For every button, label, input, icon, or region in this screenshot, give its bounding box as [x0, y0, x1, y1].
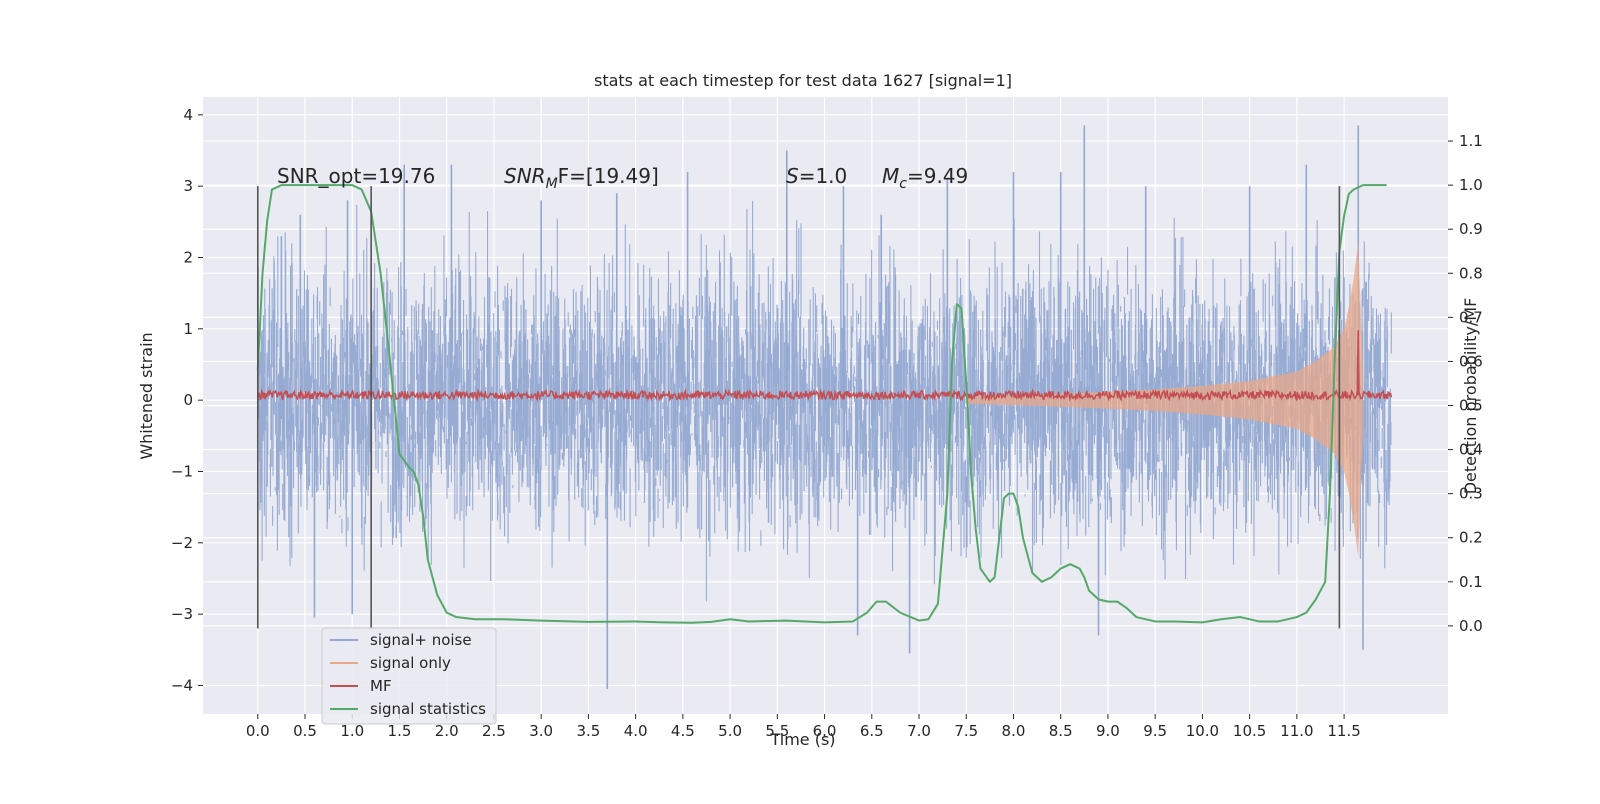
annotation-s: S=1.0: [786, 164, 847, 188]
annotation-mc-sub: c: [899, 176, 907, 192]
annotation-snr-mf-prefix: SNR: [504, 164, 546, 188]
series-signal-statistics: [256, 184, 1387, 624]
x-tick-label: 2.5: [482, 722, 506, 740]
annotations: SNR_opt=19.76 SNRMF=[19.49] S=1.0 Mc=9.4…: [277, 164, 968, 192]
x-tick-label: 3.5: [576, 722, 600, 740]
x-tick-label: 8.5: [1049, 722, 1073, 740]
y-right-tick-label: 0.0: [1459, 617, 1483, 635]
chart-title: stats at each timestep for test data 162…: [594, 71, 1012, 90]
y-axis-label-right: Detection probability/MF: [1461, 298, 1480, 495]
x-tick-label: 0.0: [246, 722, 270, 740]
y-right-tick-label: 0.8: [1459, 264, 1483, 282]
x-tick-label: 10.5: [1233, 722, 1266, 740]
annotation-snr-opt: SNR_opt=19.76: [277, 164, 435, 188]
y-axis-label-left: Whitened strain: [137, 332, 156, 459]
y-left-tick-label: 0: [183, 391, 193, 409]
annotation-mc-label: M: [882, 164, 899, 188]
y-right-tick-label: 1.0: [1459, 176, 1483, 194]
x-tick-label: 7.0: [907, 722, 931, 740]
annotation-mc: Mc=9.49: [882, 164, 968, 192]
x-tick-label: 1.5: [388, 722, 412, 740]
y-left-tick-label: 4: [183, 106, 193, 124]
y-right-tick-label: 0.4: [1459, 441, 1483, 459]
x-tick-label: 4.5: [671, 722, 695, 740]
series-signal-only: [966, 243, 1363, 558]
legend-label-signal-noise: signal+ noise: [370, 631, 472, 649]
y-right-tick-label: 0.5: [1459, 397, 1483, 415]
annotation-s-label: S: [786, 164, 799, 188]
legend-label-signal-statistics: signal statistics: [370, 700, 486, 718]
series-mf: [257, 330, 1393, 403]
x-tick-label: 6.5: [860, 722, 884, 740]
legend: signal+ noise signal only MF signal stat…: [321, 627, 497, 725]
series-layer: [256, 125, 1393, 690]
x-tick-label: 6.0: [813, 722, 837, 740]
x-tick-label: 9.5: [1143, 722, 1167, 740]
x-tick-label: 10.0: [1186, 722, 1219, 740]
x-tick-label: 2.0: [435, 722, 459, 740]
x-tick-label: 3.0: [529, 722, 553, 740]
vertical-markers: [256, 186, 1341, 629]
legend-label-mf: MF: [370, 677, 392, 695]
legend-label-signal-only: signal only: [370, 654, 451, 672]
x-tick-label: 4.0: [624, 722, 648, 740]
axes: 0.0 0.5 1.0 1.5 2.0 2.5 3.0 3.5 4.0 4.5 5.0 5.5 6.0 6…: [171, 106, 1483, 740]
x-tick-label: 11.5: [1327, 722, 1360, 740]
annotation-snr-mf-sub: M: [546, 176, 558, 192]
y-right-tick-label: 0.7: [1459, 308, 1483, 326]
annotation-snr-mf-suffix: F=[19.49]: [558, 164, 659, 188]
y-left-tick-label: −1: [171, 462, 193, 480]
y-left-tick-label: −2: [171, 534, 193, 552]
x-tick-label: 1.0: [340, 722, 364, 740]
y-left-tick-label: −3: [171, 605, 193, 623]
y-right-tick-label: 0.2: [1459, 529, 1483, 547]
series-signal-noise-peaks: [280, 125, 1364, 690]
y-right-tick-label: 0.9: [1459, 220, 1483, 238]
y-right-tick-label: 0.1: [1459, 573, 1483, 591]
legend-frame: [321, 627, 497, 725]
y-left-tick-label: 3: [183, 177, 193, 195]
annotation-s-value: =1.0: [799, 164, 848, 188]
x-axis-label: Time (s): [769, 730, 835, 749]
x-tick-label: 8.0: [1002, 722, 1026, 740]
y-right-tick-label: 0.6: [1459, 352, 1483, 370]
y-left-tick-label: −4: [171, 676, 193, 694]
annotation-snr-mf: SNRMF=[19.49]: [504, 164, 659, 192]
annotation-mc-value: =9.49: [907, 164, 968, 188]
x-tick-label: 5.5: [765, 722, 789, 740]
x-tick-label: 9.0: [1096, 722, 1120, 740]
y-right-tick-label: 1.1: [1459, 132, 1483, 150]
y-left-tick-label: 1: [183, 320, 193, 338]
x-tick-label: 11.0: [1280, 722, 1313, 740]
x-tick-label: 5.0: [718, 722, 742, 740]
y-right-tick-label: 0.3: [1459, 485, 1483, 503]
x-tick-label: 0.5: [293, 722, 317, 740]
x-tick-label: 7.5: [954, 722, 978, 740]
y-left-tick-label: 2: [183, 248, 193, 266]
